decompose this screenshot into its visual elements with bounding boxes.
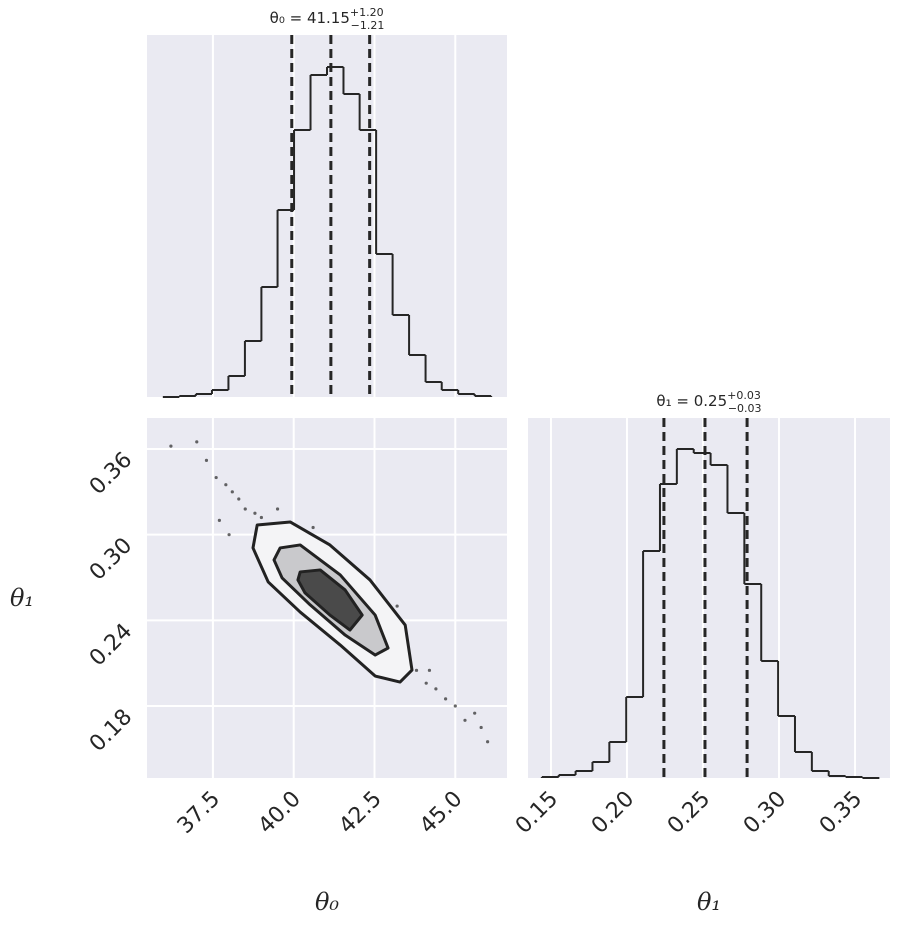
- sample-point: [214, 475, 218, 480]
- sample-point: [414, 668, 419, 672]
- sample-point: [427, 668, 432, 672]
- sample-point: [275, 507, 280, 511]
- sample-point: [224, 483, 228, 487]
- sample-point: [204, 458, 209, 463]
- sample-point: [443, 697, 448, 701]
- sample-point: [169, 444, 173, 448]
- y-tick-label: 0.24: [85, 619, 137, 671]
- title-main: θ₁ = 0.25: [656, 392, 727, 410]
- title-upper: +0.03: [727, 389, 761, 402]
- x-tick-label: 45.0: [415, 787, 467, 839]
- x-axis-label: θ₀: [315, 888, 339, 916]
- y-tick-label: 0.30: [85, 533, 137, 585]
- sample-point: [486, 740, 490, 744]
- x-axis-label: θ₁: [697, 888, 721, 916]
- x-tick-label: 40.0: [254, 787, 306, 839]
- sample-point: [434, 687, 438, 691]
- sample-point: [311, 525, 315, 530]
- sample-point: [217, 518, 221, 522]
- panel-title: θ₀ = 41.15+1.20 −1.21: [270, 6, 385, 32]
- x-tick-label: 0.15: [511, 787, 563, 839]
- sample-point: [195, 440, 199, 444]
- sample-point: [253, 511, 257, 515]
- sample-point: [453, 704, 457, 708]
- x-tick-label: 37.5: [173, 787, 225, 839]
- contour: [296, 568, 364, 632]
- sample-point: [424, 681, 428, 685]
- title-upper: +1.20: [350, 6, 384, 19]
- panel-title: θ₁ = 0.25+0.03 −0.03: [656, 389, 761, 415]
- x-tick-label: 0.20: [587, 787, 639, 839]
- sample-point: [473, 711, 477, 715]
- title-main: θ₀ = 41.15: [270, 9, 350, 27]
- x-tick-label: 0.25: [663, 787, 715, 839]
- sample-point: [237, 497, 241, 501]
- x-tick-label: 0.35: [815, 787, 867, 839]
- title-lower: −1.21: [351, 19, 385, 32]
- sample-point: [395, 604, 399, 608]
- title-lower: −0.03: [728, 402, 762, 415]
- sample-point: [259, 515, 263, 520]
- x-tick-label: 0.30: [739, 787, 791, 839]
- y-tick-label: 0.36: [85, 448, 137, 500]
- y-tick-label: 0.18: [85, 705, 137, 757]
- sample-point: [479, 725, 483, 730]
- panel-background: [147, 35, 507, 397]
- x-tick-label: 42.5: [334, 787, 386, 839]
- panel-background: [528, 418, 890, 778]
- sample-point: [463, 718, 467, 722]
- sample-point: [243, 507, 247, 511]
- y-axis-label: θ₁: [10, 584, 34, 612]
- sample-point: [227, 533, 231, 537]
- sample-point: [230, 490, 234, 494]
